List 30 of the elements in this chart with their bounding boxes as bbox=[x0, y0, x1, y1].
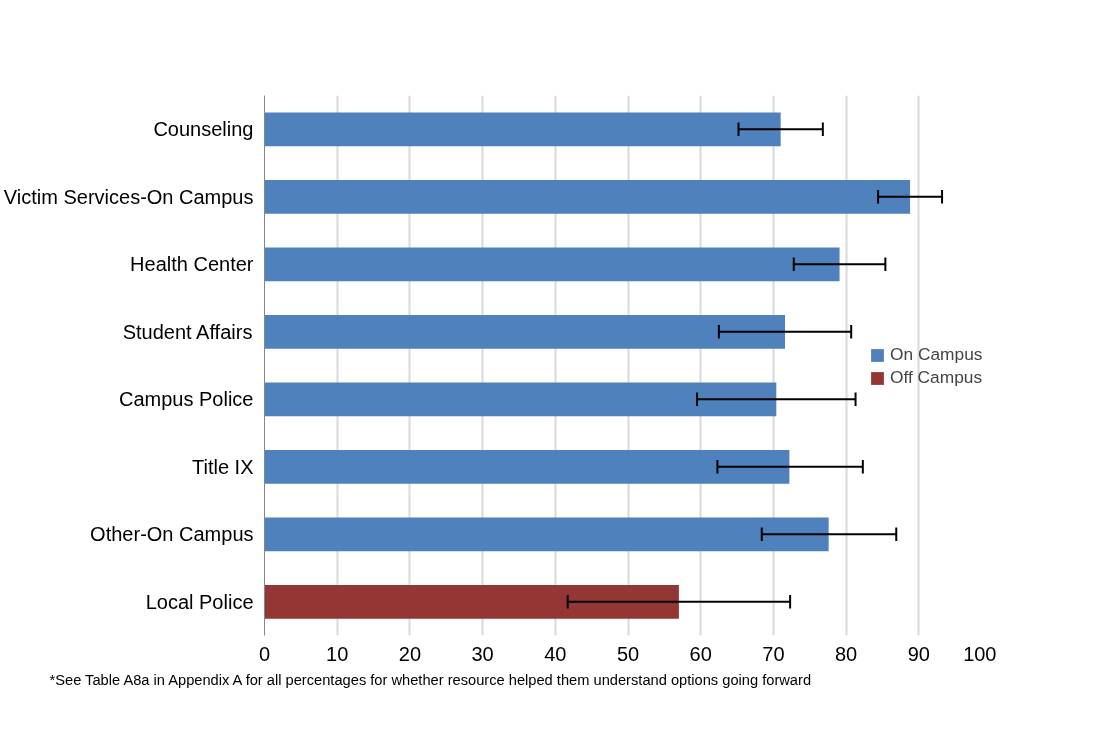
legend-label: Off Campus bbox=[890, 367, 983, 388]
x-tick-label: 0 bbox=[258, 642, 271, 665]
y-tick-label: Other-On Campus bbox=[90, 523, 254, 546]
bar bbox=[264, 112, 781, 147]
bar bbox=[264, 179, 911, 214]
y-tick-label: Counseling bbox=[153, 118, 254, 141]
x-tick-label: 100 bbox=[963, 642, 997, 665]
x-tick-label: 80 bbox=[834, 642, 858, 665]
x-tick-label: 90 bbox=[907, 642, 930, 665]
x-tick-label: 70 bbox=[762, 642, 785, 665]
bar bbox=[264, 314, 786, 349]
y-tick-label: Campus Police bbox=[119, 388, 254, 411]
x-tick-label: 10 bbox=[326, 642, 349, 665]
bar bbox=[264, 382, 777, 417]
legend-label: On Campus bbox=[890, 344, 983, 365]
x-tick-label: 50 bbox=[616, 642, 640, 665]
y-tick-label: Victim Services-On Campus bbox=[3, 185, 254, 208]
y-tick-label: Student Affairs bbox=[122, 320, 253, 343]
bar bbox=[264, 247, 840, 282]
x-tick-label: 20 bbox=[398, 642, 422, 665]
y-tick-label: Health Center bbox=[130, 253, 254, 276]
x-tick-label: 40 bbox=[544, 642, 567, 665]
y-tick-label: Local Police bbox=[145, 590, 254, 613]
x-tick-label: 60 bbox=[689, 642, 712, 665]
bar bbox=[264, 517, 829, 552]
text: *See Table A8a in Appendix A for all percentages for whether resource helped them understand options going forward bbox=[49, 671, 812, 688]
y-tick-label: Title IX bbox=[192, 455, 254, 478]
x-tick-label: 30 bbox=[471, 642, 494, 665]
bar bbox=[264, 449, 790, 484]
bar bbox=[264, 584, 679, 619]
